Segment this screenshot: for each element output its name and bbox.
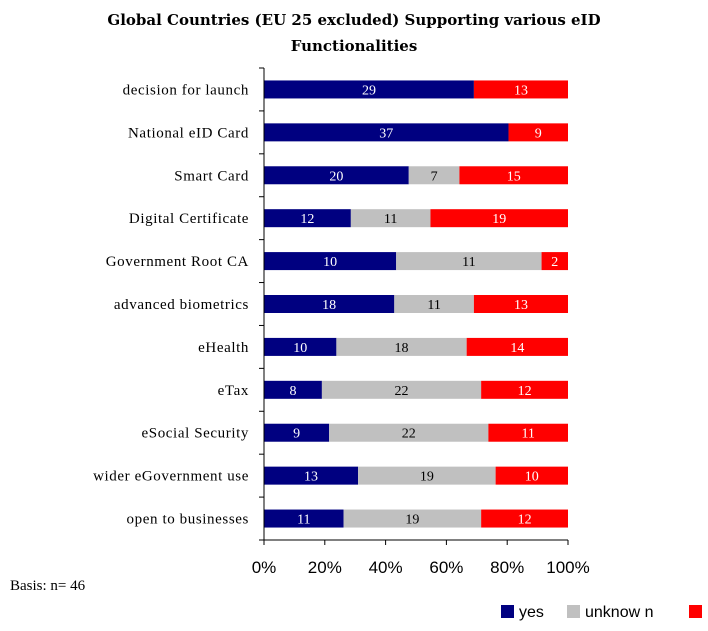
data-label-unknown: 7 — [431, 169, 438, 184]
data-label-unknown: 19 — [420, 470, 434, 485]
category-label: Smart Card — [174, 168, 249, 184]
bar-segment-unknown — [408, 166, 460, 185]
data-label-unknown: 22 — [402, 427, 416, 442]
data-label-no: 19 — [492, 212, 506, 227]
bar-segment-no — [459, 166, 568, 185]
chart-title-line-2: Functionalities — [290, 37, 418, 55]
bar-segment-unknown — [321, 380, 482, 399]
bar-segment-yes — [264, 380, 322, 399]
bar-segment-yes — [264, 295, 395, 313]
bar-segment-unknown — [343, 509, 482, 528]
data-label-yes: 10 — [293, 341, 307, 356]
bar-segment-no — [473, 80, 568, 99]
data-label-unknown: 11 — [384, 212, 397, 227]
data-label-unknown: 11 — [462, 255, 475, 270]
basis-note: Basis: n= 46 — [10, 578, 86, 594]
data-label-no: 14 — [510, 341, 524, 356]
category-label: Digital Certificate — [129, 211, 249, 227]
bar-segment-yes — [264, 466, 359, 485]
bar-segment-no — [481, 509, 568, 528]
bar-segment-no — [495, 466, 568, 485]
bar-segment-yes — [264, 509, 344, 528]
data-label-yes: 10 — [323, 255, 337, 270]
data-label-yes: 18 — [322, 298, 336, 313]
category-label: wider eGovernment use — [93, 469, 249, 485]
data-label-yes: 13 — [304, 470, 318, 485]
bar-segment-yes — [264, 209, 351, 228]
x-tick-label: 20% — [308, 558, 342, 577]
data-label-no: 2 — [551, 255, 558, 270]
data-label-no: 11 — [521, 427, 534, 442]
bar-segment-yes — [264, 337, 337, 356]
data-label-no: 12 — [518, 384, 532, 399]
category-label: eSocial Security — [142, 426, 250, 442]
data-label-yes: 12 — [300, 212, 314, 227]
bar-segment-unknown — [350, 209, 431, 228]
data-label-yes: 37 — [379, 126, 393, 141]
bar-segment-yes — [264, 80, 474, 99]
bar-segment-yes — [264, 252, 397, 271]
data-label-yes: 11 — [297, 513, 310, 528]
bar-segment-no — [488, 423, 568, 442]
bar-segment-no — [481, 380, 568, 399]
bar-segment-no — [541, 252, 568, 271]
bar-segment-unknown — [394, 295, 474, 313]
bar-segment-yes — [264, 123, 509, 142]
x-tick-label: 0% — [252, 558, 277, 577]
x-tick-label: 100% — [546, 558, 589, 577]
legend-label-unknown: unknow n — [585, 604, 654, 621]
data-label-no: 9 — [535, 126, 542, 141]
category-label: National eID Card — [128, 125, 249, 141]
data-label-no: 15 — [507, 169, 521, 184]
x-tick-label: 60% — [429, 558, 463, 577]
bar-segment-unknown — [329, 423, 489, 442]
data-label-yes: 20 — [329, 169, 343, 184]
legend-swatch-yes — [501, 605, 514, 618]
data-label-yes: 9 — [293, 427, 300, 442]
legend-swatch-unknown — [567, 605, 580, 618]
legend-swatch-no — [689, 605, 702, 618]
category-label: eHealth — [198, 340, 249, 356]
data-label-no: 13 — [514, 298, 528, 313]
chart-title-line-1: Global Countries (EU 25 excluded) Suppor… — [107, 11, 601, 29]
data-label-unknown: 22 — [395, 384, 409, 399]
x-tick-label: 80% — [490, 558, 524, 577]
data-label-unknown: 11 — [427, 298, 440, 313]
data-label-no: 12 — [518, 513, 532, 528]
bar-segment-yes — [264, 423, 330, 442]
bar-segment-yes — [264, 166, 409, 185]
bar-segment-no — [466, 337, 568, 356]
bar-segment-unknown — [336, 337, 467, 356]
category-label: eTax — [218, 383, 249, 399]
data-label-no: 13 — [514, 83, 528, 98]
bar-segment-no — [430, 209, 568, 228]
category-label: open to businesses — [127, 512, 249, 528]
data-label-yes: 29 — [362, 83, 376, 98]
x-tick-label: 40% — [369, 558, 403, 577]
bar-segment-no — [473, 295, 568, 313]
legend-label-yes: yes — [519, 604, 544, 621]
data-label-yes: 8 — [289, 384, 296, 399]
data-label-no: 10 — [525, 470, 539, 485]
data-label-unknown: 18 — [395, 341, 409, 356]
bar-segment-unknown — [358, 466, 496, 485]
bar-segment-no — [508, 123, 568, 142]
category-label: advanced biometrics — [114, 297, 249, 313]
data-label-unknown: 19 — [405, 513, 419, 528]
category-label: decision for launch — [123, 82, 249, 98]
category-label: Government Root CA — [106, 254, 249, 270]
bar-segment-unknown — [396, 252, 542, 271]
